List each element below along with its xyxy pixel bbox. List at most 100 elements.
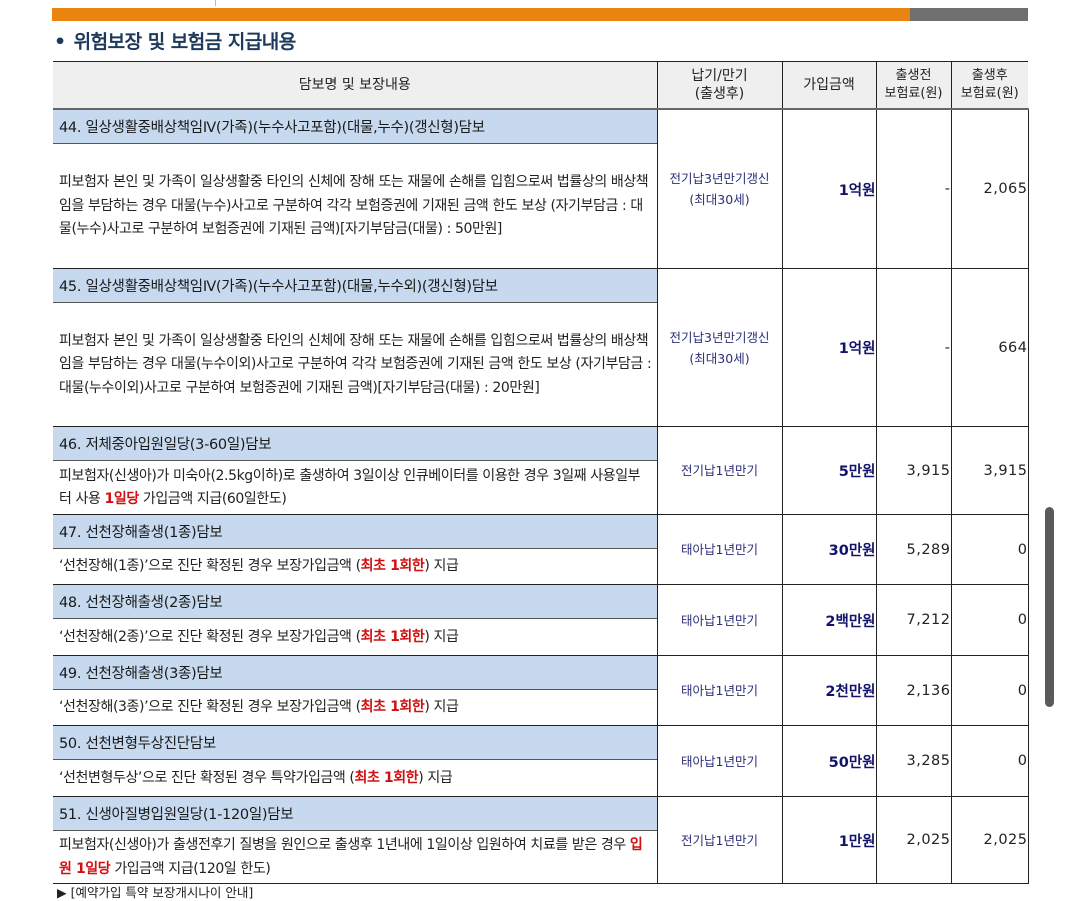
- description-highlight: 최초 1회한: [360, 699, 425, 716]
- coverage-description: ‘선천장해(2종)’으로 진단 확정된 경우 보장가입금액 (최초 1회한) 지…: [53, 619, 657, 655]
- divider-tick: [215, 0, 216, 6]
- coverage-cell: 47. 선천장해출생(1종)담보 ‘선천장해(1종)’으로 진단 확정된 경우 보…: [53, 514, 658, 585]
- header-post-birth-line1: 출생후: [971, 68, 1008, 83]
- table-row: 49. 선천장해출생(3종)담보 ‘선천장해(3종)’으로 진단 확정된 경우 보…: [53, 655, 1029, 726]
- table-row: 44. 일상생활중배상책임Ⅳ(가족)(누수사고포함)(대물,누수)(갱신형)담보…: [53, 108, 1029, 269]
- description-text: ‘선천변형두상’으로 진단 확정된 경우 특약가입금액 (: [59, 769, 355, 786]
- coverage-description: 피보험자 본인 및 가족이 일상생활중 타인의 신체에 장해 또는 재물에 손해…: [53, 303, 657, 426]
- pre-birth-premium-cell: -: [875, 268, 952, 427]
- coverage-name: 49. 선천장해출생(3종)담보: [53, 656, 657, 690]
- table-row: 45. 일상생활중배상책임Ⅳ(가족)(누수사고포함)(대물,누수외)(갱신형)담…: [53, 268, 1029, 427]
- table-header-row: 담보명 및 보장내용 납기/만기 (출생후) 가입금액 출생전 보험료(원) 출생후…: [53, 61, 1028, 110]
- amount-cell: 5만원: [781, 426, 877, 515]
- term-cell: 태아납1년만기: [656, 655, 783, 726]
- section-header-bar: [52, 8, 1028, 21]
- coverage-table: 담보명 및 보장내용 납기/만기 (출생후) 가입금액 출생전 보험료(원) 출생후…: [53, 61, 1029, 884]
- pre-birth-premium-cell: 2,025: [875, 796, 952, 884]
- coverage-name: 50. 선천변형두상진단담보: [53, 726, 657, 760]
- pre-birth-premium-cell: 3,285: [875, 725, 952, 797]
- term-cell: 전기납3년만기갱신 (최대30세): [656, 108, 783, 269]
- description-text: 피보험자(신생아)가 출생전후기 질병을 원인으로 출생후 1년내에 1일이상 …: [59, 837, 630, 853]
- coverage-description: ‘선천장해(1종)’으로 진단 확정된 경우 보장가입금액 (최초 1회한) 지…: [53, 549, 657, 584]
- term-line1: 태아납1년만기: [681, 683, 758, 698]
- term-line1: 태아납1년만기: [681, 612, 758, 628]
- description-highlight: 최초 1회한: [360, 558, 425, 575]
- coverage-cell: 50. 선천변형두상진단담보 ‘선천변형두상’으로 진단 확정된 경우 특약가입금…: [53, 725, 658, 797]
- term-cell: 전기납1년만기: [656, 426, 783, 515]
- table-row: 48. 선천장해출생(2종)담보 ‘선천장해(2종)’으로 진단 확정된 경우 보…: [53, 584, 1029, 656]
- description-text: 피보험자(신생아)가 미숙아(2.5kg이하)로 출생하여 3일이상 인큐베이터…: [59, 467, 641, 508]
- description-highlight: 입원 1일당: [59, 837, 643, 877]
- amount-cell: 1억원: [781, 108, 877, 269]
- term-cell: 전기납3년만기갱신 (최대30세): [656, 268, 783, 427]
- coverage-cell: 48. 선천장해출생(2종)담보 ‘선천장해(2종)’으로 진단 확정된 경우 보…: [53, 584, 658, 656]
- coverage-cell: 45. 일상생활중배상책임Ⅳ(가족)(누수사고포함)(대물,누수외)(갱신형)담…: [53, 268, 658, 427]
- header-term: 납기/만기 (출생후): [656, 61, 782, 110]
- amount-cell: 2백만원: [781, 584, 877, 656]
- pre-birth-premium-cell: 2,136: [875, 655, 952, 726]
- coverage-description: 피보험자(신생아)가 미숙아(2.5kg이하)로 출생하여 3일이상 인큐베이터…: [53, 461, 657, 514]
- section-title-text: 위험보장 및 보험금 지급내용: [73, 31, 297, 53]
- pre-birth-premium-cell: 3,915: [875, 426, 952, 515]
- post-birth-premium-cell: 664: [950, 268, 1029, 427]
- term-line1: 태아납1년만기: [681, 542, 758, 557]
- post-birth-premium-cell: 2,025: [950, 796, 1029, 884]
- term-line1: 전기납1년만기: [681, 832, 758, 848]
- post-birth-premium-cell: 0: [950, 725, 1029, 797]
- term-cell: 태아납1년만기: [656, 584, 783, 656]
- post-birth-premium-cell: 0: [950, 514, 1029, 585]
- vertical-scrollbar[interactable]: [1045, 507, 1054, 707]
- table-row: 50. 선천변형두상진단담보 ‘선천변형두상’으로 진단 확정된 경우 특약가입금…: [53, 725, 1029, 797]
- post-birth-premium-cell: 0: [950, 655, 1029, 726]
- pre-birth-premium-cell: 5,289: [875, 514, 952, 585]
- header-term-line1: 납기/만기: [691, 68, 748, 84]
- term-line2: (최대30세): [689, 350, 750, 366]
- header-post-birth: 출생후 보험료(원): [950, 61, 1028, 110]
- header-term-line2: (출생후): [694, 86, 745, 102]
- term-line2: (최대30세): [689, 192, 750, 207]
- description-text-tail: ) 지급: [424, 699, 459, 716]
- term-cell: 태아납1년만기: [656, 725, 783, 797]
- header-pre-birth: 출생전 보험료(원): [875, 61, 951, 110]
- header-amount: 가입금액: [781, 61, 876, 110]
- amount-cell: 50만원: [781, 725, 877, 797]
- pre-birth-premium-cell: 7,212: [875, 584, 952, 656]
- term-line1: 태아납1년만기: [681, 753, 758, 769]
- description-text: 피보험자 본인 및 가족이 일상생활중 타인의 신체에 장해 또는 재물에 손해…: [59, 332, 652, 396]
- term-cell: 태아납1년만기: [656, 514, 783, 585]
- coverage-name: 48. 선천장해출생(2종)담보: [53, 585, 657, 619]
- description-highlight: 최초 1회한: [354, 769, 419, 786]
- description-text-tail: ) 지급: [424, 558, 459, 575]
- amount-cell: 1억원: [781, 268, 877, 427]
- description-highlight: 1일당: [104, 491, 140, 507]
- post-birth-premium-cell: 2,065: [950, 108, 1029, 269]
- description-text-tail: 가입금액 지급(120일 한도): [110, 860, 271, 877]
- coverage-description: 피보험자 본인 및 가족이 일상생활중 타인의 신체에 장해 또는 재물에 손해…: [53, 144, 657, 268]
- description-highlight: 최초 1회한: [360, 628, 425, 645]
- description-text-tail: ) 지급: [424, 628, 459, 645]
- amount-cell: 2천만원: [781, 655, 877, 726]
- description-text-tail: 가입금액 지급(60일한도): [138, 491, 287, 507]
- coverage-name: 44. 일상생활중배상책임Ⅳ(가족)(누수사고포함)(대물,누수)(갱신형)담보: [53, 110, 657, 144]
- footnote-link[interactable]: ▶ [예약가입 특약 보장개시나이 안내]: [57, 885, 254, 900]
- description-text: ‘선천장해(3종)’으로 진단 확정된 경우 보장가입금액 (: [59, 699, 361, 716]
- coverage-description: ‘선천변형두상’으로 진단 확정된 경우 특약가입금액 (최초 1회한) 지급: [53, 760, 657, 796]
- pre-birth-premium-cell: -: [875, 108, 952, 269]
- term-line1: 전기납3년만기갱신: [669, 329, 770, 345]
- bullet-icon: •: [54, 31, 66, 53]
- description-text-tail: ) 지급: [418, 769, 453, 786]
- coverage-description: ‘선천장해(3종)’으로 진단 확정된 경우 보장가입금액 (최초 1회한) 지…: [53, 690, 657, 725]
- post-birth-premium-cell: 3,915: [950, 426, 1029, 515]
- coverage-description: 피보험자(신생아)가 출생전후기 질병을 원인으로 출생후 1년내에 1일이상 …: [53, 831, 657, 883]
- header-coverage: 담보명 및 보장내용: [53, 61, 657, 110]
- header-pre-birth-line1: 출생전: [895, 68, 932, 83]
- header-bar-gray: [910, 8, 1028, 21]
- coverage-name: 51. 신생아질병입원일당(1-120일)담보: [53, 797, 657, 831]
- term-line1: 전기납1년만기: [681, 463, 758, 478]
- amount-cell: 1만원: [781, 796, 877, 884]
- coverage-name: 46. 저체중아입원일당(3-60일)담보: [53, 427, 657, 461]
